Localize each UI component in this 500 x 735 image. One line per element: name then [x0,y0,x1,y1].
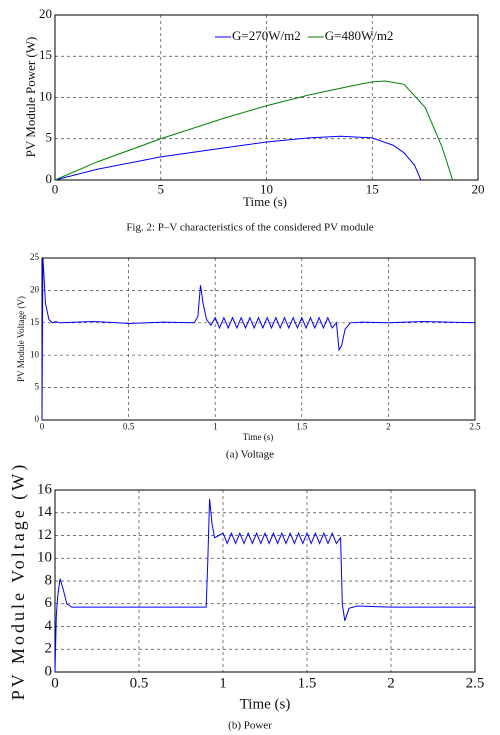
y-tick-label: 0 [45,663,53,679]
x-tick-label: 1.5 [296,421,308,431]
series-line [54,80,454,181]
legend-label: G=480W/m2 [325,28,394,43]
legend-label: G=270W/m2 [232,28,301,43]
y-tick-label: 0 [35,414,40,424]
x-tick-label: 1 [219,675,227,691]
x-tick-label: 10 [260,181,273,196]
x-tick-label: 0 [52,181,59,196]
series-line [41,257,476,421]
caption: (a) Voltage [226,449,274,461]
y-tick-label: 0 [46,171,53,186]
y-tick-label: 25 [30,252,40,262]
x-tick-label: 1.5 [298,675,317,691]
x-tick-label: 0.5 [123,421,135,431]
x-tick-label: 2 [386,421,391,431]
y-axis-label: PV Module Voltage (W) [8,462,29,701]
x-axis-label: Time (s) [243,194,287,209]
x-tick-label: 2.5 [466,675,485,691]
y-tick-label: 10 [30,349,40,359]
y-tick-label: 4 [45,618,53,634]
y-tick-label: 8 [45,572,53,588]
y-tick-label: 12 [37,527,52,543]
x-tick-label: 5 [158,181,165,196]
y-axis-label: PV Module Voltage (V) [16,296,26,382]
x-tick-label: 2 [387,675,395,691]
y-tick-label: 6 [45,595,53,611]
x-tick-label: 2.5 [469,421,481,431]
x-axis-label: Time (s) [240,696,291,712]
y-tick-label: 14 [37,504,53,520]
y-axis-label: PV Module Power (W) [23,37,38,158]
y-tick-label: 2 [45,641,53,657]
y-tick-label: 20 [30,284,40,294]
y-tick-label: 16 [37,481,53,497]
x-tick-label: 0 [51,675,59,691]
y-tick-label: 15 [39,47,52,62]
plot-frame [41,257,476,421]
x-axis-label: Time (s) [243,432,273,442]
y-tick-label: 15 [30,317,40,327]
x-tick-label: 1 [213,421,218,431]
plot-frame [54,489,476,673]
caption: (b) Power [228,720,272,732]
x-tick-label: 0.5 [130,675,149,691]
y-tick-label: 5 [46,130,53,145]
x-tick-label: 0 [40,421,45,431]
x-tick-label: 15 [366,181,379,196]
series-line [54,135,422,181]
y-tick-label: 20 [39,6,52,21]
plot-frame [54,14,479,181]
x-tick-label: 20 [472,181,485,196]
y-tick-label: 10 [37,550,52,566]
y-tick-label: 5 [35,382,40,392]
caption: Fig. 2: P–V characteristics of the consi… [126,222,373,234]
series-line [54,499,475,673]
y-tick-label: 10 [39,88,52,103]
